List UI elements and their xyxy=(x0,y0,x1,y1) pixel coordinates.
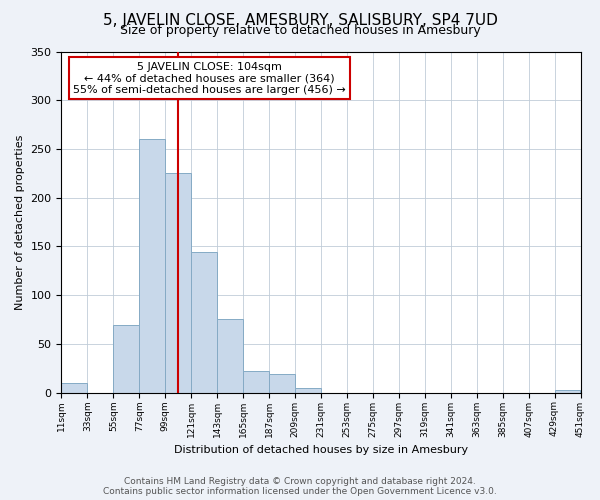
Text: 5 JAVELIN CLOSE: 104sqm
← 44% of detached houses are smaller (364)
55% of semi-d: 5 JAVELIN CLOSE: 104sqm ← 44% of detache… xyxy=(73,62,346,95)
Bar xyxy=(295,388,321,392)
Bar xyxy=(113,326,139,392)
Text: Contains HM Land Registry data © Crown copyright and database right 2024.
Contai: Contains HM Land Registry data © Crown c… xyxy=(103,476,497,496)
Bar xyxy=(554,390,580,392)
Bar xyxy=(61,383,88,392)
Bar xyxy=(139,139,165,392)
Text: 5, JAVELIN CLOSE, AMESBURY, SALISBURY, SP4 7UD: 5, JAVELIN CLOSE, AMESBURY, SALISBURY, S… xyxy=(103,12,497,28)
Text: Size of property relative to detached houses in Amesbury: Size of property relative to detached ho… xyxy=(119,24,481,37)
Bar xyxy=(269,374,295,392)
Bar xyxy=(217,318,243,392)
Bar xyxy=(243,371,269,392)
Y-axis label: Number of detached properties: Number of detached properties xyxy=(15,134,25,310)
X-axis label: Distribution of detached houses by size in Amesbury: Distribution of detached houses by size … xyxy=(174,445,468,455)
Bar xyxy=(191,252,217,392)
Bar xyxy=(165,174,191,392)
